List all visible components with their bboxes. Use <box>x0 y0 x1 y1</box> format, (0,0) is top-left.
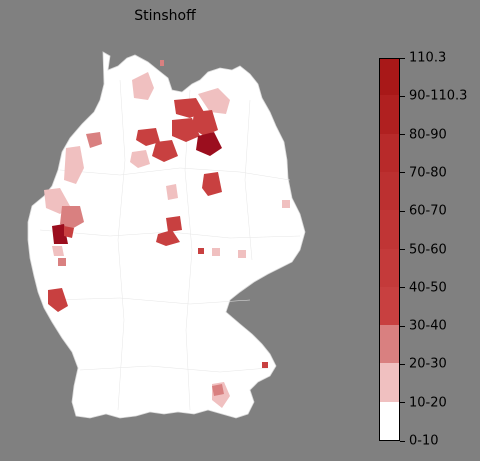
colorbar-tick <box>400 402 405 404</box>
colorbar-segment <box>380 286 399 326</box>
colorbar-segment <box>380 59 399 96</box>
colorbar-tick-label: 30-40 <box>409 318 447 334</box>
colorbar-tick-label: 70-80 <box>409 165 447 181</box>
colorbar-tick <box>400 210 405 212</box>
colorbar-segment <box>380 171 399 211</box>
colorbar-tick <box>400 172 405 174</box>
district-lines <box>39 79 301 411</box>
colorbar-tick <box>400 440 405 442</box>
colorbar-segment <box>380 362 399 402</box>
colorbar <box>379 58 400 441</box>
colorbar-tick <box>400 134 405 136</box>
germany-map <box>27 51 306 419</box>
colorbar-tick-label: 80-90 <box>409 127 447 143</box>
map-title: Stinshoff <box>134 8 196 24</box>
shaded-districts <box>44 60 290 408</box>
colorbar-segment <box>380 324 399 364</box>
colorbar-tick-label: 50-60 <box>409 242 447 257</box>
colorbar-tick-label: 60-70 <box>409 203 447 219</box>
colorbar-tick <box>400 57 405 59</box>
colorbar-segment <box>380 94 399 134</box>
colorbar-tick-label: 20-30 <box>409 356 447 372</box>
colorbar-tick-label: 110.3 <box>409 50 447 66</box>
colorbar-tick <box>400 95 405 97</box>
colorbar-segment <box>380 401 399 440</box>
colorbar-segment <box>380 248 399 287</box>
colorbar-segment <box>380 209 399 249</box>
colorbar-tick <box>400 325 405 327</box>
colorbar-tick <box>400 249 405 250</box>
colorbar-segment <box>380 133 399 172</box>
colorbar-tick <box>400 363 405 365</box>
colorbar-tick <box>400 287 405 289</box>
colorbar-tick-label: 90-110.3 <box>409 88 468 104</box>
colorbar-tick-label: 0-10 <box>409 433 439 449</box>
colorbar-tick-label: 40-50 <box>409 280 447 296</box>
colorbar-tick-label: 10-20 <box>409 395 447 411</box>
